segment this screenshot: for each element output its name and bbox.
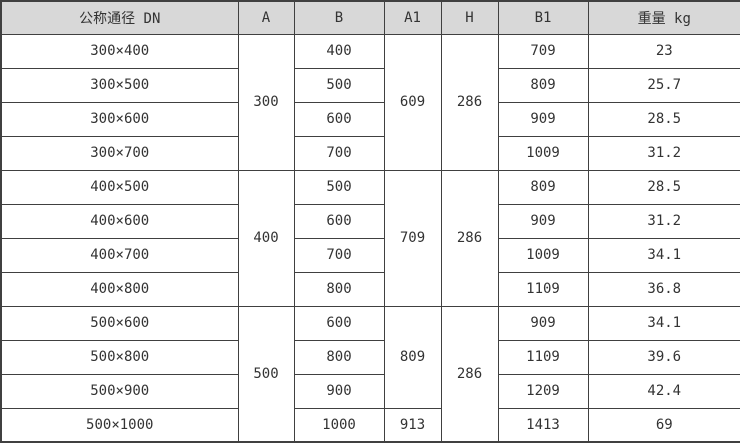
col-header-b1: B1 <box>497 0 589 35</box>
table-row: 500×1000 1000 913 1413 69 <box>0 407 740 443</box>
table-row: 500×800 800 1109 39.6 <box>0 339 740 375</box>
cell-dn: 400×700 <box>0 237 239 273</box>
cell-weight: 31.2 <box>587 203 740 239</box>
cell-weight: 34.1 <box>587 237 740 273</box>
cell-b1: 909 <box>497 101 589 137</box>
cell-b: 700 <box>293 237 385 273</box>
table-row: 500×600 500 600 809 286 909 34.1 <box>0 305 740 443</box>
cell-weight: 28.5 <box>587 169 740 205</box>
cell-weight: 36.8 <box>587 271 740 307</box>
cell-h: 286 <box>440 33 499 171</box>
cell-b: 400 <box>293 33 385 69</box>
col-header-h: H <box>440 0 499 35</box>
cell-b1: 1009 <box>497 237 589 273</box>
cell-a1: 609 <box>383 33 442 171</box>
table-row: 400×800 800 1109 36.8 <box>0 271 740 307</box>
cell-a1: 809 <box>383 305 442 409</box>
cell-a: 400 <box>237 169 295 307</box>
table-row: 300×600 600 909 28.5 <box>0 101 740 137</box>
cell-weight: 28.5 <box>587 101 740 137</box>
cell-b: 500 <box>293 67 385 103</box>
table-row: 400×700 700 1009 34.1 <box>0 237 740 273</box>
col-header-dn: 公称通径 DN <box>0 0 239 35</box>
cell-b1: 909 <box>497 305 589 341</box>
col-header-a: A <box>237 0 295 35</box>
cell-b: 600 <box>293 305 385 341</box>
cell-weight: 42.4 <box>587 373 740 409</box>
cell-b: 500 <box>293 169 385 205</box>
cell-weight: 34.1 <box>587 305 740 341</box>
table-header: 公称通径 DN A B A1 H B1 重量 kg <box>0 0 740 35</box>
cell-a: 500 <box>237 305 295 443</box>
header-row: 公称通径 DN A B A1 H B1 重量 kg <box>0 0 740 35</box>
col-header-weight: 重量 kg <box>587 0 740 35</box>
col-header-b: B <box>293 0 385 35</box>
cell-weight: 39.6 <box>587 339 740 375</box>
cell-weight: 31.2 <box>587 135 740 171</box>
cell-dn: 400×500 <box>0 169 239 205</box>
cell-b1: 1413 <box>497 407 589 443</box>
cell-dn: 300×400 <box>0 33 239 69</box>
cell-dn: 300×700 <box>0 135 239 171</box>
table-row: 300×500 500 809 25.7 <box>0 67 740 103</box>
cell-b1: 1109 <box>497 271 589 307</box>
cell-dn: 500×600 <box>0 305 239 341</box>
cell-dn: 300×500 <box>0 67 239 103</box>
table-row: 500×900 900 1209 42.4 <box>0 373 740 409</box>
cell-b: 600 <box>293 101 385 137</box>
col-header-a1: A1 <box>383 0 442 35</box>
table-row: 400×500 400 500 709 286 809 28.5 <box>0 169 740 307</box>
cell-b: 1000 <box>293 407 385 443</box>
cell-dn: 500×800 <box>0 339 239 375</box>
cell-b: 700 <box>293 135 385 171</box>
table-row: 400×600 600 909 31.2 <box>0 203 740 239</box>
cell-b1: 1109 <box>497 339 589 375</box>
cell-b: 900 <box>293 373 385 409</box>
table-row: 300×700 700 1009 31.2 <box>0 135 740 171</box>
cell-weight: 69 <box>587 407 740 443</box>
cell-dn: 400×600 <box>0 203 239 239</box>
table-row: 300×400 300 400 609 286 709 23 <box>0 33 740 171</box>
cell-b1: 809 <box>497 67 589 103</box>
cell-dn: 400×800 <box>0 271 239 307</box>
cell-a: 300 <box>237 33 295 171</box>
cell-b1: 809 <box>497 169 589 205</box>
cell-b: 800 <box>293 271 385 307</box>
cell-h: 286 <box>440 169 499 307</box>
cell-a1: 709 <box>383 169 442 307</box>
cell-b1: 1209 <box>497 373 589 409</box>
cell-b: 800 <box>293 339 385 375</box>
cell-a1: 913 <box>383 407 442 443</box>
cell-dn: 500×1000 <box>0 407 239 443</box>
cell-weight: 23 <box>587 33 740 69</box>
cell-dn: 300×600 <box>0 101 239 137</box>
cell-b1: 709 <box>497 33 589 69</box>
table-body: 300×400 300 400 609 286 709 23 300×500 500 809 25.… <box>0 33 740 443</box>
cell-h: 286 <box>440 305 499 443</box>
cell-b1: 909 <box>497 203 589 239</box>
cell-b1: 1009 <box>497 135 589 171</box>
cell-b: 600 <box>293 203 385 239</box>
cell-dn: 500×900 <box>0 373 239 409</box>
cell-weight: 25.7 <box>587 67 740 103</box>
